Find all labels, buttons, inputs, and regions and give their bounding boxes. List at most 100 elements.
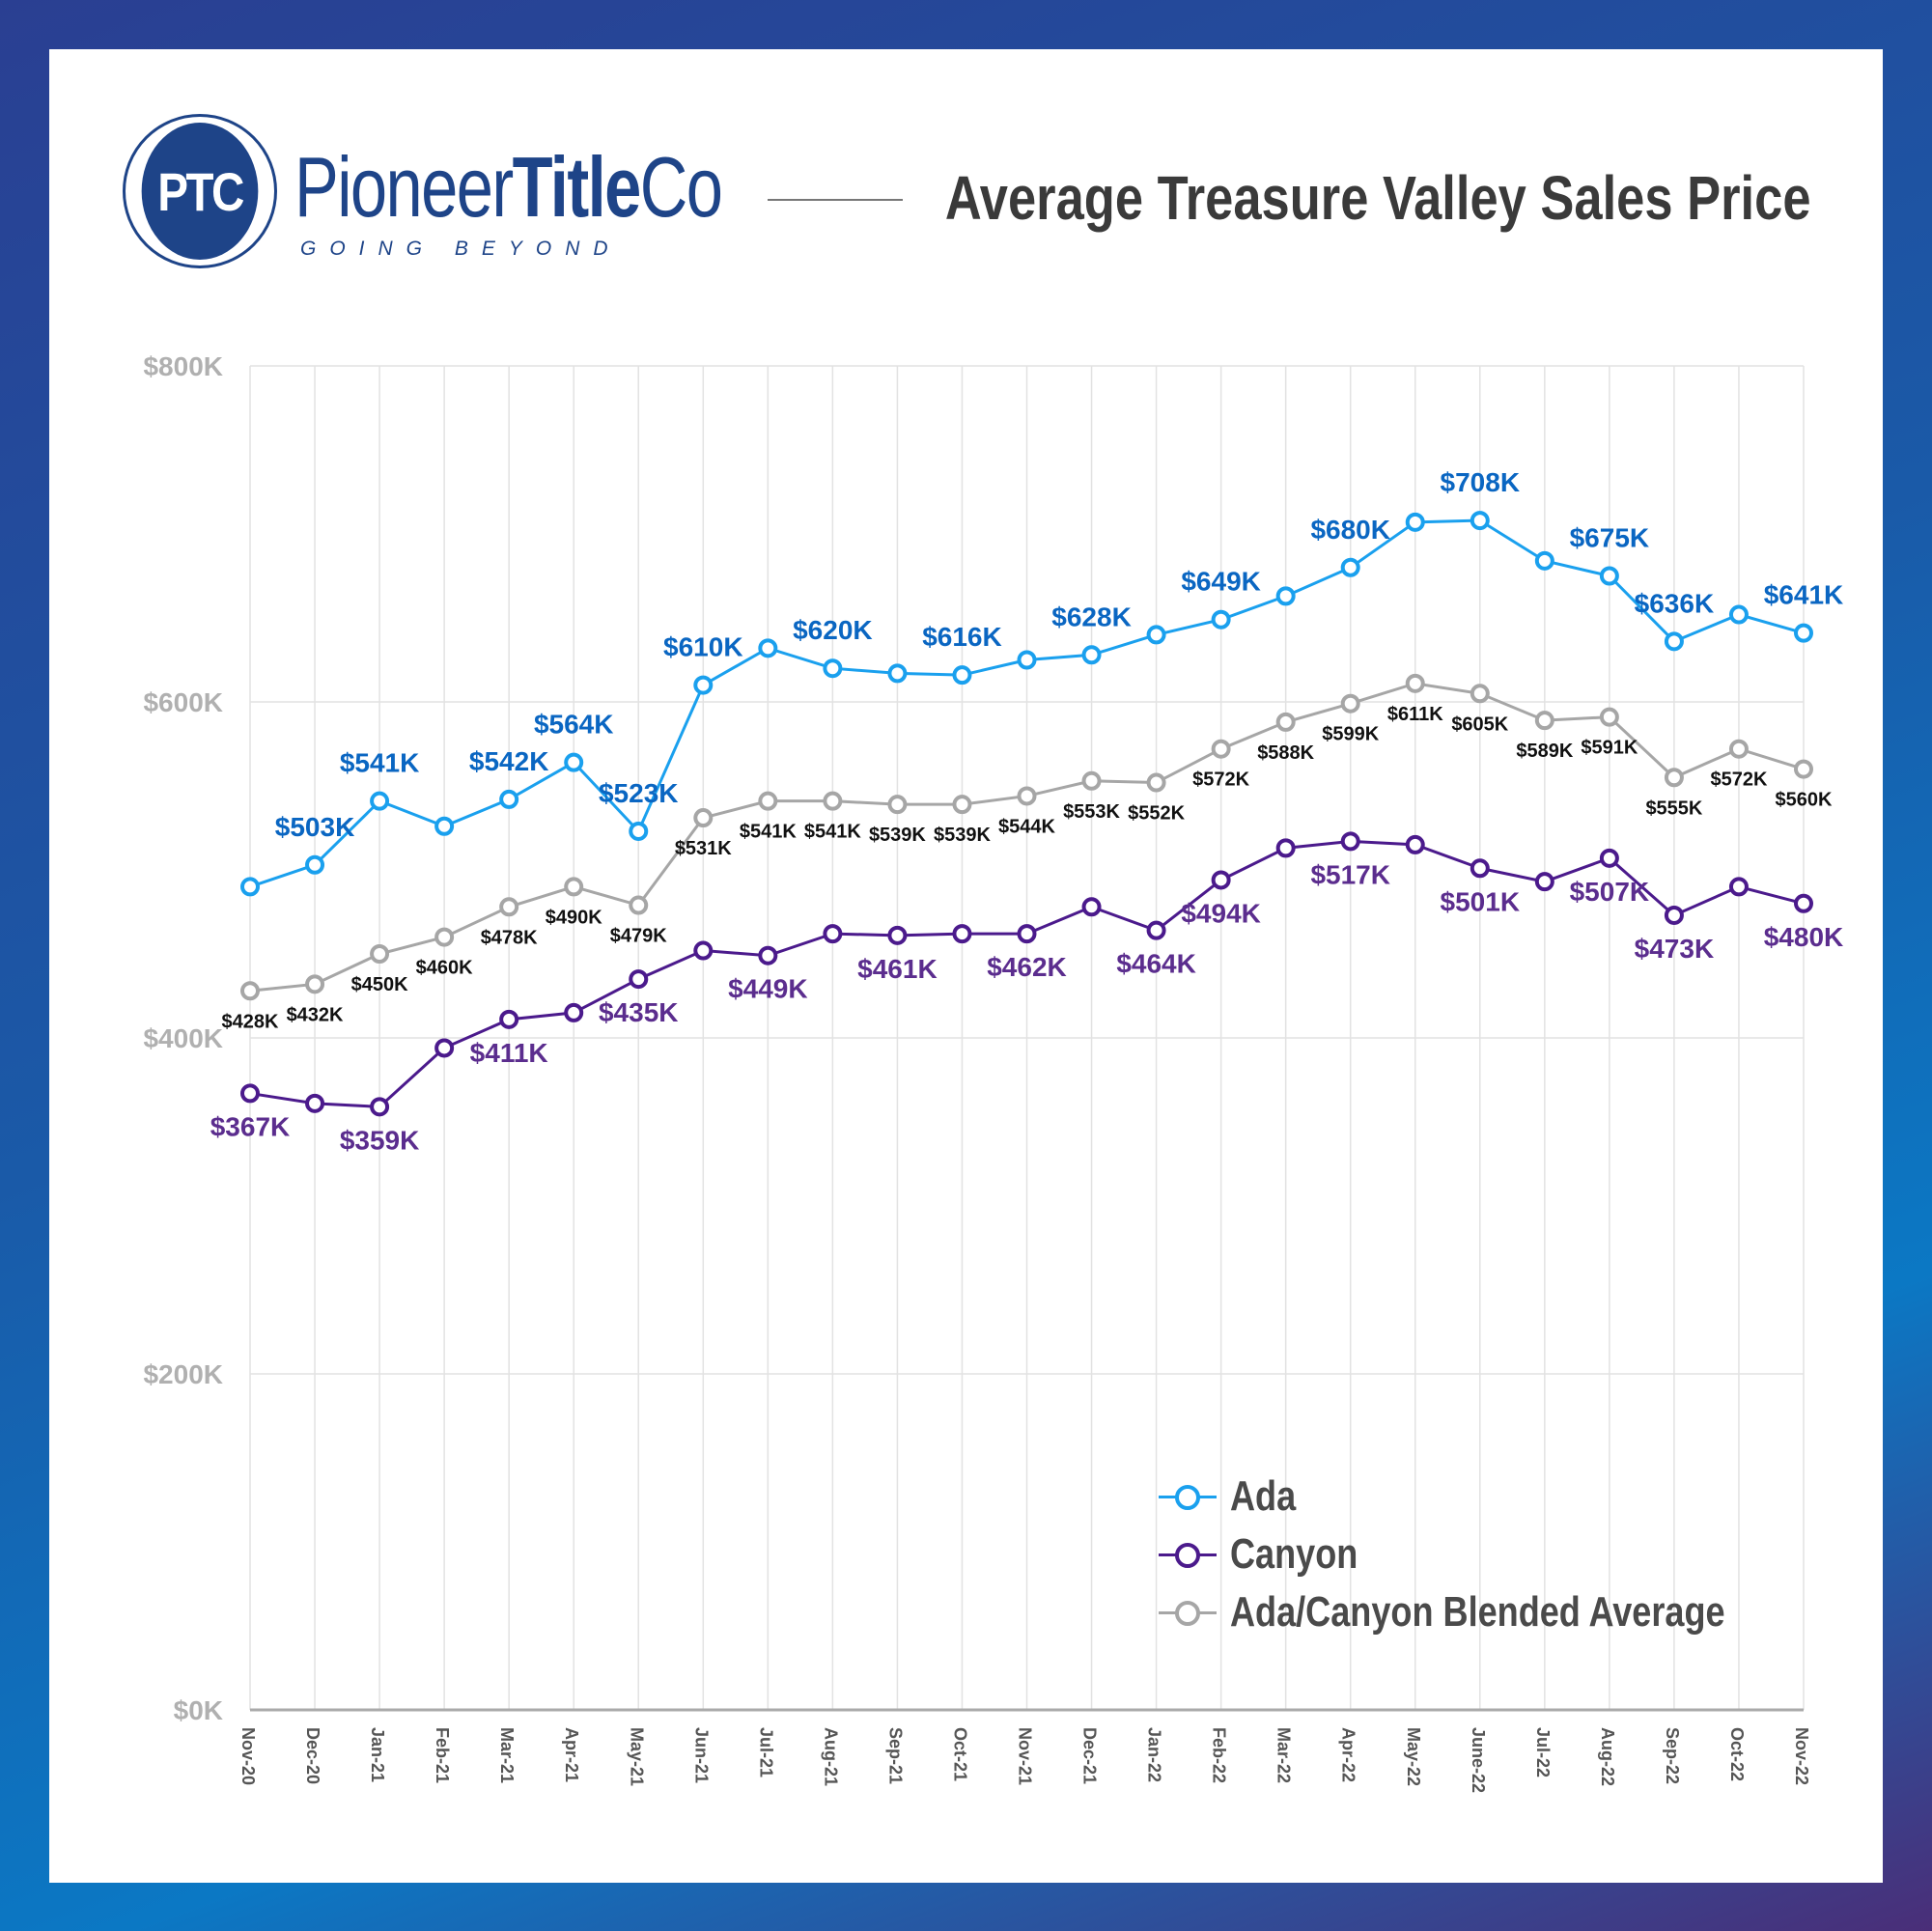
data-label: $464K [1116, 949, 1196, 979]
data-label: $539K [869, 825, 926, 846]
data-point [305, 1093, 325, 1113]
x-tick-label: Nov-22 [1792, 1727, 1811, 1785]
legend-label: Ada/Canyon Blended Average [1230, 1588, 1725, 1636]
data-label: $610K [663, 632, 743, 662]
x-tick-label: Jan-22 [1145, 1727, 1164, 1782]
data-label: $591K [1581, 738, 1638, 759]
data-point [1728, 877, 1749, 897]
x-tick-label: Mar-22 [1274, 1727, 1294, 1783]
x-tick-label: Aug-21 [821, 1727, 840, 1786]
legend-marker-icon [1159, 1543, 1217, 1568]
data-label: $523K [599, 778, 679, 808]
x-tick-label: Mar-21 [497, 1727, 517, 1783]
data-point [1081, 770, 1102, 791]
data-point [1017, 786, 1037, 806]
data-point [887, 795, 908, 815]
data-label: $359K [340, 1125, 420, 1155]
data-label: $461K [857, 954, 938, 984]
x-tick-label: Dec-20 [303, 1727, 322, 1784]
data-label: $541K [804, 822, 861, 843]
x-tick-label: Nov-20 [238, 1727, 258, 1785]
x-tick-label: Feb-21 [433, 1727, 452, 1783]
data-point [758, 945, 778, 966]
y-tick-label: $200K [143, 1359, 223, 1389]
data-point [1211, 870, 1231, 890]
data-point [823, 658, 843, 679]
data-point [1146, 772, 1166, 793]
data-point [1146, 625, 1166, 645]
data-point [1405, 673, 1425, 693]
data-label: $628K [1051, 602, 1132, 631]
data-label: $649K [1181, 567, 1261, 597]
data-label: $572K [1710, 770, 1767, 791]
brand-bold: Title [512, 139, 642, 235]
x-tick-label: Feb-22 [1210, 1727, 1229, 1783]
data-label: $478K [481, 927, 538, 948]
data-point [499, 1009, 519, 1029]
data-label: $611K [1387, 704, 1443, 725]
data-point [1081, 897, 1102, 917]
y-tick-label: $600K [143, 687, 223, 717]
data-point [629, 969, 649, 990]
data-label: $555K [1645, 798, 1702, 819]
brand-name: PioneerTitleCo [294, 145, 723, 230]
data-point [1081, 645, 1102, 665]
data-point [1664, 631, 1684, 652]
data-label: $367K [210, 1111, 291, 1141]
data-point [758, 791, 778, 811]
logo-mark: PTC [141, 123, 259, 260]
data-label: $544K [998, 816, 1055, 837]
data-label: $605K [1451, 714, 1508, 735]
x-tick-label: Dec-21 [1080, 1727, 1100, 1784]
data-point [305, 854, 325, 875]
data-label: $517K [1310, 859, 1390, 889]
data-point [1470, 684, 1490, 704]
data-point [1146, 920, 1166, 940]
brand-end: Co [639, 139, 723, 235]
data-point [887, 663, 908, 684]
data-label: $572K [1192, 770, 1249, 791]
data-point [564, 1002, 584, 1022]
data-point [758, 638, 778, 658]
ptc-logo: PTC [123, 114, 277, 268]
data-point [1340, 831, 1360, 852]
x-tick-label: Nov-21 [1016, 1727, 1035, 1785]
data-point [434, 816, 455, 836]
data-point [1534, 550, 1554, 571]
data-label: $542K [469, 746, 549, 776]
data-point [1470, 511, 1490, 531]
data-label: $432K [287, 1004, 344, 1025]
data-label: $507K [1570, 877, 1650, 907]
data-label: $435K [599, 997, 679, 1027]
legend: Ada Canyon Ada/Canyon Blended Average [1159, 1468, 1834, 1641]
data-label: $599K [1322, 724, 1379, 745]
data-label: $541K [340, 748, 420, 778]
data-point [952, 665, 972, 686]
data-point [1405, 512, 1425, 532]
data-label: $490K [546, 907, 602, 928]
legend-item-ada: Ada [1159, 1468, 1834, 1525]
data-point [1728, 604, 1749, 625]
data-label: $708K [1441, 467, 1521, 497]
data-label: $641K [1764, 580, 1844, 610]
data-point [1599, 848, 1619, 868]
data-label: $479K [610, 926, 667, 947]
data-label: $680K [1310, 515, 1390, 545]
data-label: $462K [987, 952, 1067, 982]
data-point [1664, 768, 1684, 788]
data-point [564, 877, 584, 897]
data-point [693, 940, 714, 961]
legend-label: Ada [1230, 1472, 1297, 1520]
header-divider [768, 199, 903, 201]
x-tick-label: June-22 [1469, 1727, 1488, 1793]
data-point [823, 791, 843, 811]
data-point [1275, 838, 1296, 858]
data-point [629, 895, 649, 915]
data-point [499, 897, 519, 917]
data-label: $411K [470, 1038, 548, 1068]
data-point [434, 927, 455, 947]
data-label: $494K [1181, 898, 1261, 928]
x-tick-label: Aug-22 [1598, 1727, 1617, 1786]
y-tick-label: $800K [143, 351, 223, 381]
